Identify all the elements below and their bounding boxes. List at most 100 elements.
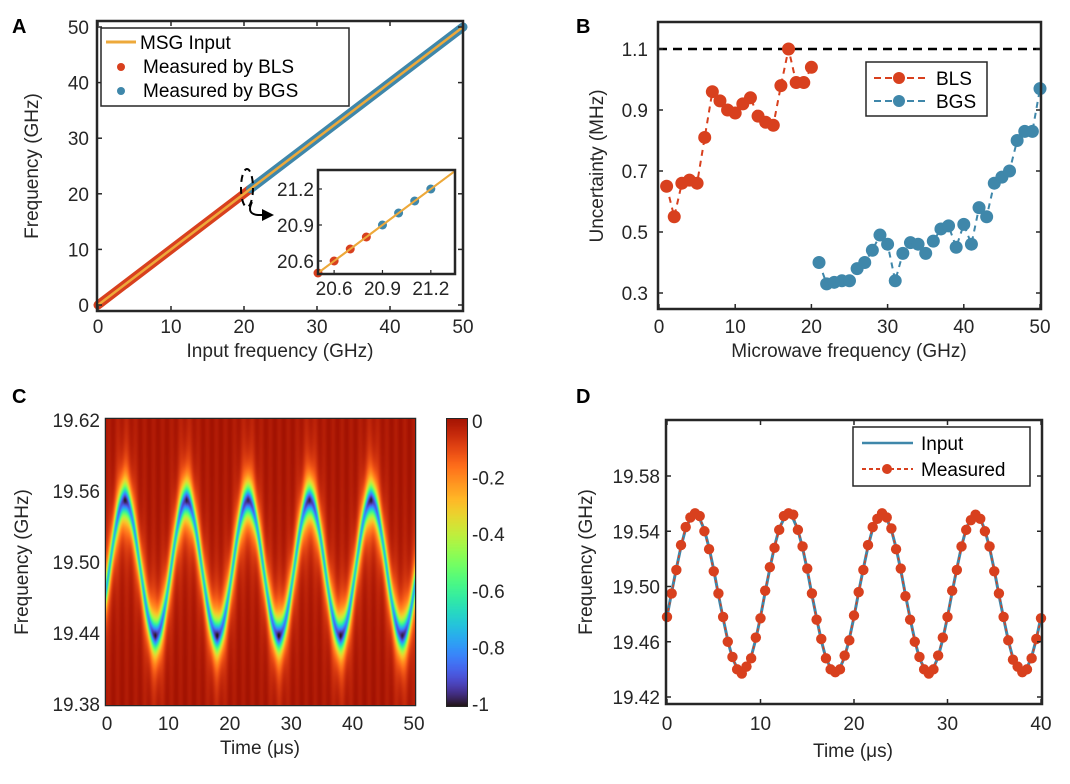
bgs-point	[1025, 124, 1039, 138]
legend-box	[852, 426, 1031, 487]
measured-point	[853, 586, 864, 598]
x-tick-label: 0	[654, 317, 665, 338]
measured-point	[1031, 633, 1042, 645]
panel-d-ylabel: Frequency (GHz)	[576, 489, 597, 635]
x-tick-label: 20	[233, 317, 254, 338]
bgs-point	[949, 240, 963, 254]
colorbar-tick-label: -0.4	[472, 525, 505, 546]
measured-point	[932, 650, 944, 661]
panel-d-chart: 0 10 20 30 40 19.42 19.46 19.50 19.54 19.58 Input…	[576, 418, 1052, 762]
legend-measured: Measured	[921, 460, 1006, 481]
panel-d-legend: Input Measured	[852, 426, 1031, 487]
measured-point	[816, 633, 827, 645]
y-tick-label: 40	[68, 74, 89, 95]
x-tick-label: 50	[452, 317, 473, 338]
bls-point	[766, 118, 780, 132]
bls-point	[713, 94, 727, 108]
inset-y-tick-label: 21.2	[277, 180, 314, 201]
bgs-point	[858, 256, 872, 269]
colorbar-tick-label: -0.6	[472, 582, 505, 603]
x-tick-label: 30	[877, 317, 898, 338]
y-tick-label: 19.44	[52, 624, 100, 645]
bgs-point	[972, 201, 986, 215]
bgs-point	[881, 237, 895, 251]
x-tick-label: 40	[342, 714, 363, 735]
measured-point	[769, 542, 780, 554]
inset-x-tick-label: 20.9	[364, 279, 401, 300]
x-tick-label: 30	[937, 714, 958, 735]
bgs-point	[873, 228, 887, 242]
x-tick-label: 0	[102, 714, 113, 735]
measured-point	[1003, 635, 1014, 646]
x-tick-label: 20	[843, 714, 864, 735]
measured-point	[881, 512, 892, 523]
measured-point	[984, 541, 995, 552]
x-tick-label: 50	[1029, 317, 1050, 338]
legend-bls: Measured by BLS	[143, 57, 294, 78]
measured-point	[820, 653, 832, 664]
panel-b-frame	[656, 20, 1043, 311]
y-tick-label: 30	[68, 129, 89, 150]
panel-letter-c: C	[12, 386, 26, 408]
legend-bls-marker-icon	[893, 72, 905, 84]
bls-point	[660, 179, 674, 193]
measured-point	[675, 539, 687, 551]
inset-x-tick-label: 20.6	[316, 279, 353, 300]
bgs-point	[812, 256, 826, 269]
x-tick-label: 10	[725, 317, 746, 338]
measured-point	[928, 664, 939, 675]
measured-point	[694, 510, 705, 522]
measured-point	[708, 566, 719, 577]
x-tick-label: 40	[1030, 714, 1051, 735]
bgs-point	[942, 219, 956, 233]
measured-point	[671, 564, 682, 576]
measured-point	[839, 650, 850, 661]
x-tick-label: 30	[306, 317, 327, 338]
panel-d-xlabel: Time (μs)	[813, 741, 893, 762]
inset-y-tick-label: 20.6	[277, 252, 314, 273]
panel-a-inset: 20.6 20.9 21.2 20.6 20.9 21.2	[277, 168, 457, 300]
measured-point	[806, 588, 818, 599]
measured-point	[680, 521, 691, 533]
measured-point	[979, 526, 991, 537]
x-tick-label: 30	[281, 714, 302, 735]
measured-point	[904, 614, 916, 625]
bgs-point	[843, 274, 856, 288]
y-tick-label: 19.50	[612, 578, 660, 599]
y-tick-label: 0	[78, 296, 89, 317]
colorbar-tick-label: -1	[472, 695, 489, 716]
x-tick-label: 40	[953, 317, 974, 338]
inset-frame	[316, 168, 457, 276]
measured-point	[788, 509, 799, 520]
x-tick-label: 0	[662, 714, 673, 735]
measured-point	[764, 561, 776, 573]
x-tick-label: 50	[403, 714, 424, 735]
bgs-point	[1010, 134, 1024, 147]
legend-bgs-marker-icon	[893, 95, 905, 107]
bls-line	[665, 48, 813, 217]
measured-point	[703, 544, 715, 555]
measured-point	[844, 635, 855, 646]
y-tick-label: 19.50	[52, 553, 100, 574]
y-tick-label: 19.62	[52, 411, 100, 432]
x-tick-label: 10	[160, 317, 181, 338]
measured-point	[937, 632, 949, 643]
legend-bls: BLS	[936, 69, 972, 90]
x-tick-label: 10	[158, 714, 179, 735]
msg-input-line	[97, 26, 464, 306]
panel-a-legend: MSG Input Measured by BLS Measured by BG…	[100, 27, 350, 107]
legend-input: Input	[921, 434, 964, 455]
panel-letter-d: D	[576, 386, 590, 408]
measured-point	[717, 611, 729, 623]
y-tick-label: 10	[68, 240, 89, 261]
bls-point	[774, 79, 788, 93]
panel-a-xlabel: Input frequency (GHz)	[187, 341, 374, 362]
panel-b-legend: BLS BGS	[865, 61, 988, 117]
measured-point	[727, 651, 738, 663]
measured-point	[900, 590, 911, 602]
measured-point	[998, 611, 1009, 623]
measured-point	[1026, 653, 1037, 664]
panel-d-frame	[664, 418, 1044, 706]
measured-point	[914, 651, 925, 663]
measured-point	[792, 524, 804, 536]
